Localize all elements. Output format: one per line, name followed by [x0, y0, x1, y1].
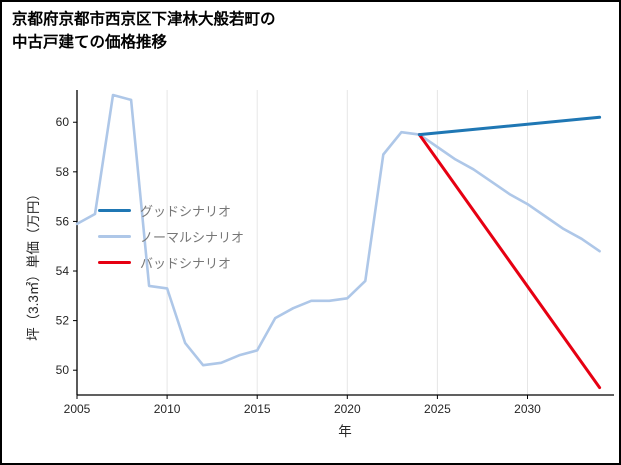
y-tick-label: 56 [56, 214, 70, 228]
legend-label: ノーマルシナリオ [140, 229, 245, 245]
series-line-0 [417, 115, 602, 137]
x-tick-label: 2025 [424, 402, 451, 416]
legend-item: グッドシナリオ [98, 202, 244, 219]
legend-item: ノーマルシナリオ [98, 228, 245, 245]
legend-line-swatch [98, 208, 131, 212]
x-tick-label: 2020 [334, 402, 361, 416]
y-tick-label: 54 [56, 264, 70, 278]
chart-title: 京都府京都市西京区下津林大般若町の 中古戸建ての価格推移 [12, 11, 276, 52]
series-line-1 [75, 93, 601, 367]
legend-label: グッドシナリオ [140, 203, 232, 219]
x-tick-label: 2005 [64, 402, 91, 416]
y-tick-label: 60 [56, 115, 70, 129]
series-line-2 [417, 133, 602, 390]
y-tick-label: 58 [56, 165, 70, 179]
legend-label: バッドシナリオ [140, 255, 232, 271]
x-tick-label: 2010 [154, 402, 181, 416]
legend-line-swatch [98, 234, 131, 238]
y-tick-label: 50 [56, 363, 70, 377]
y-axis-label: 坪（3.3㎡）単価（万円） [26, 187, 41, 341]
legend-line-swatch [98, 260, 131, 264]
legend-item: バッドシナリオ [98, 254, 244, 271]
x-tick-label: 2030 [514, 402, 541, 416]
x-axis-label: 年 [338, 424, 352, 439]
x-tick-label: 2015 [244, 402, 271, 416]
y-tick-label: 52 [56, 314, 70, 328]
chart-legend: グッドシナリオ ノーマルシナリオ バッドシナリオ [98, 202, 245, 271]
